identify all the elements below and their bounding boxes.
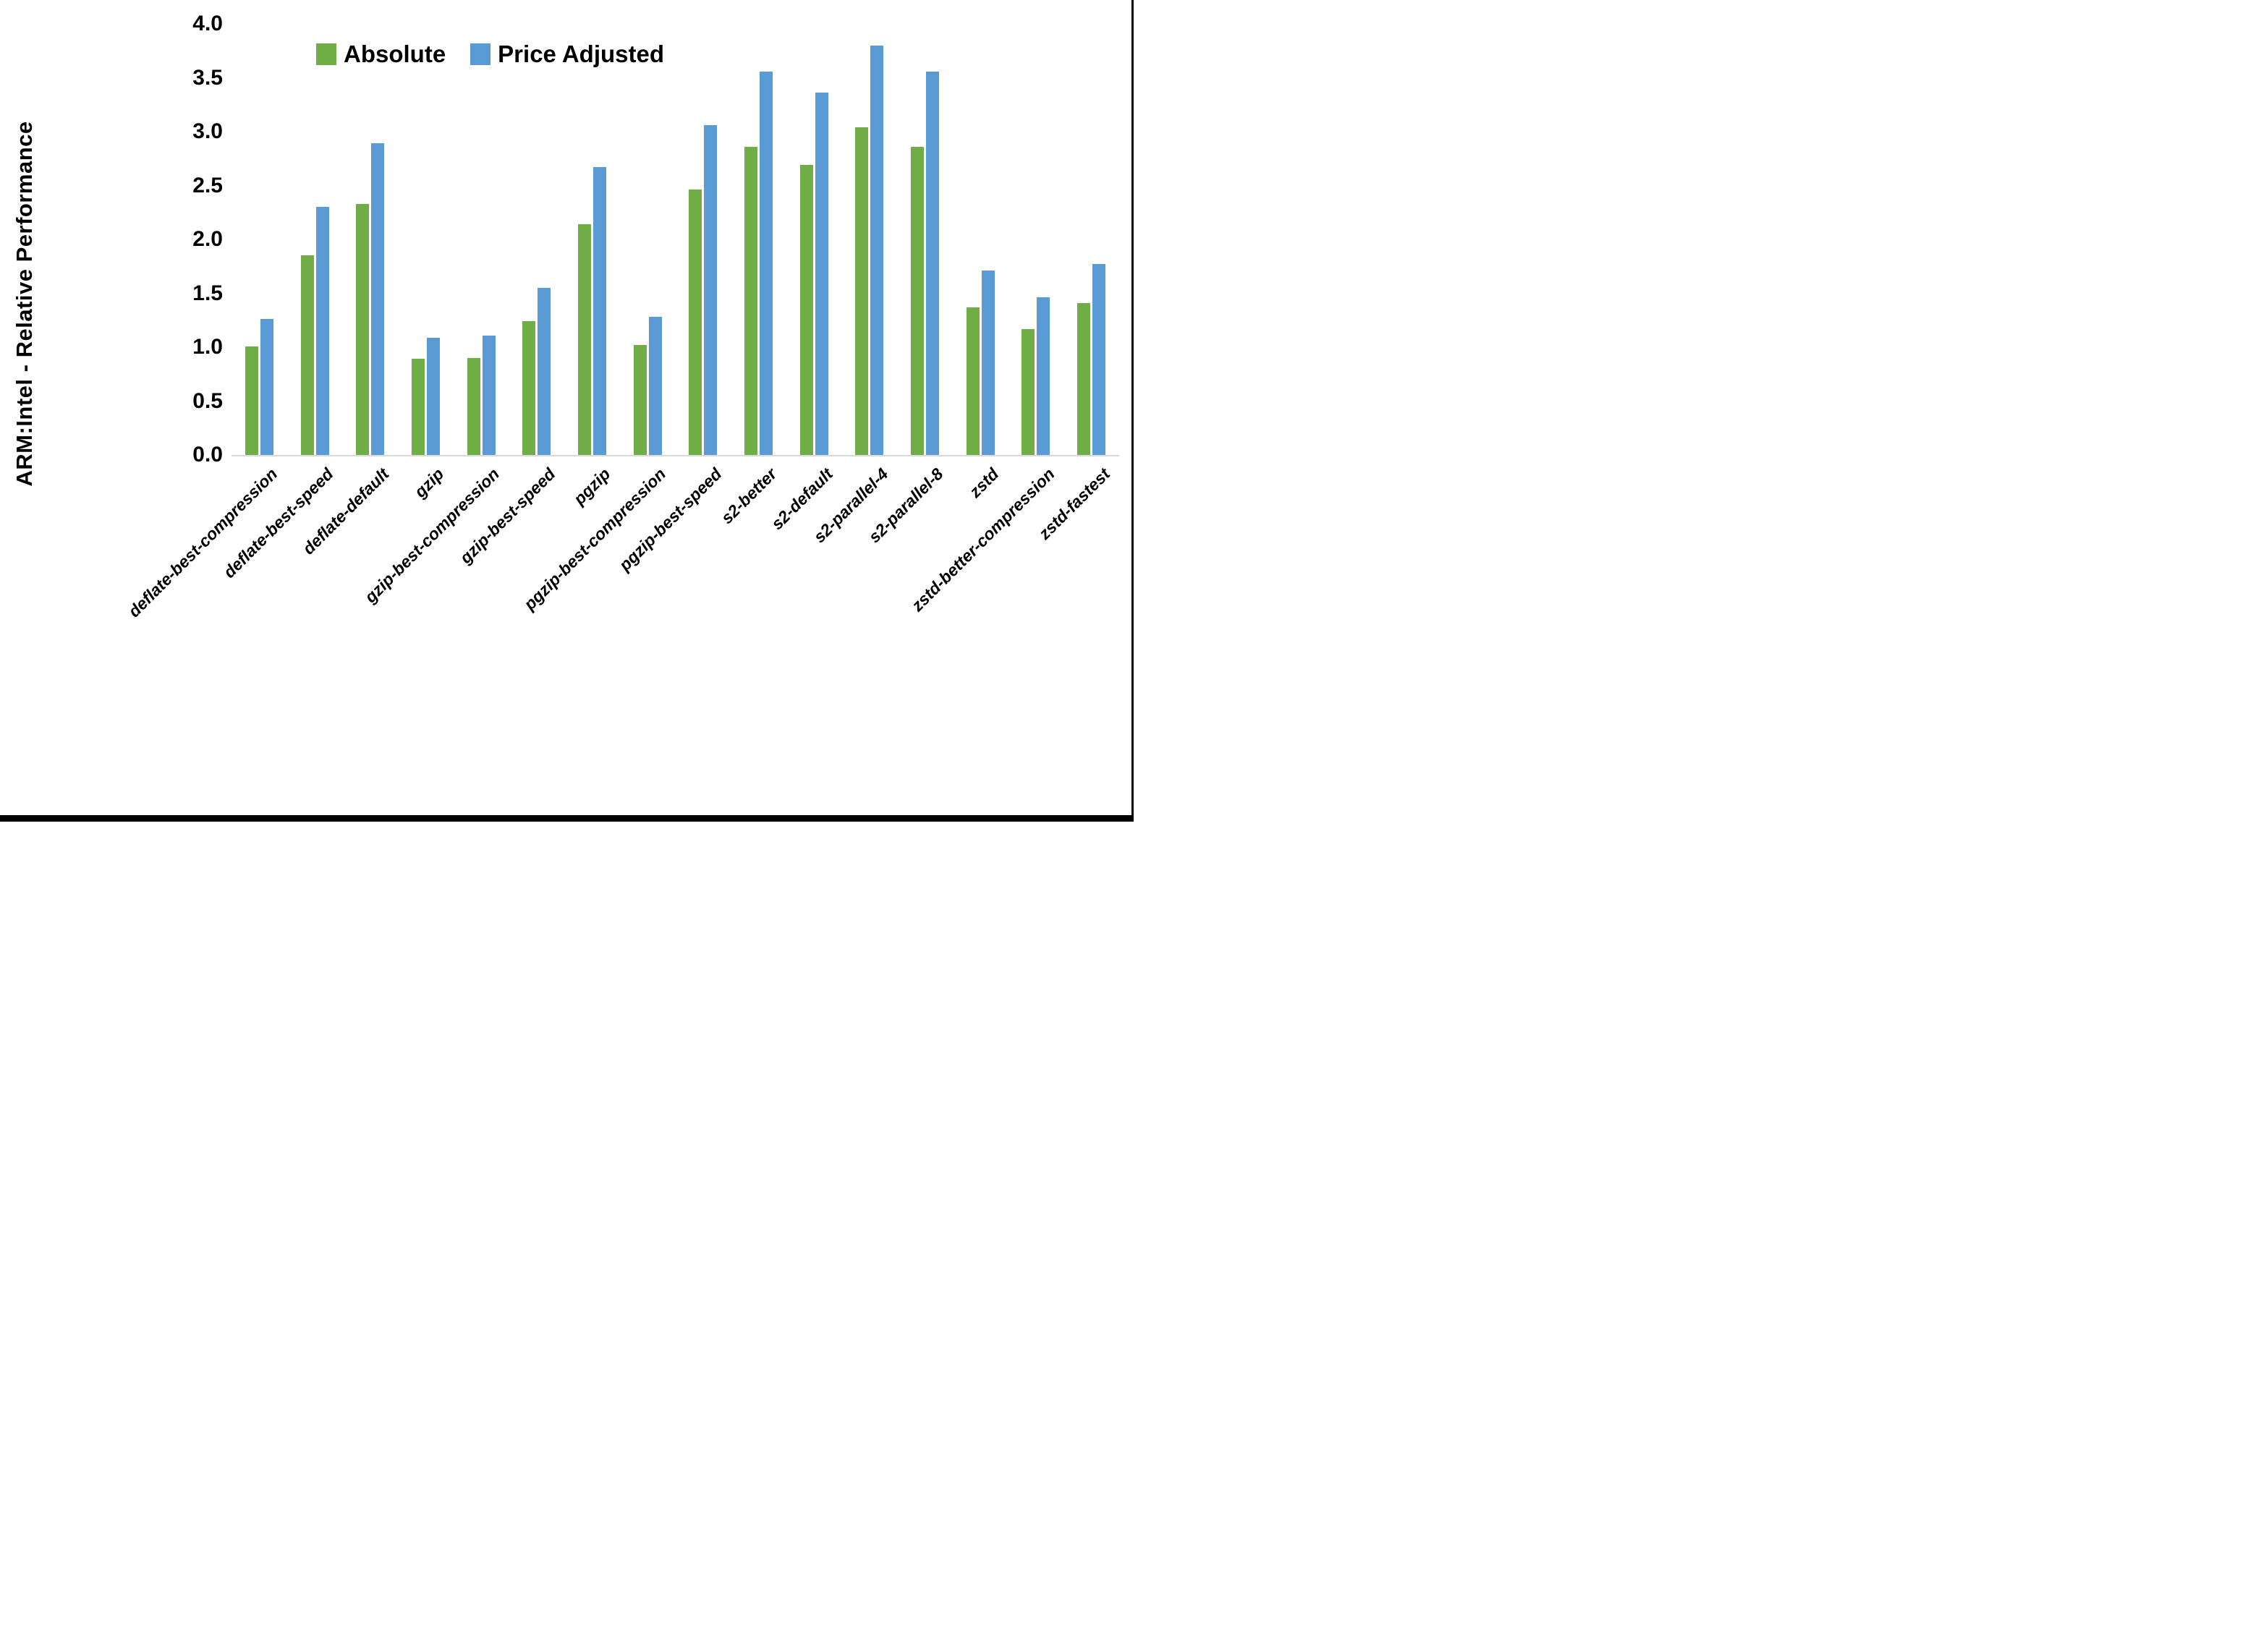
bar-absolute-deflate-default <box>356 203 370 455</box>
bar-price-adjusted-gzip-best-speed <box>538 288 551 455</box>
bar-price-adjusted-s2-parallel-8 <box>926 71 940 455</box>
bar-price-adjusted-deflate-best-speed <box>315 207 329 455</box>
chart-screenshot: ARM:Intel - Relative Performance 4.0 3.5 3… <box>0 0 1134 822</box>
legend-swatch-absolute <box>316 43 336 65</box>
y-tick-label-2.5: 2.5 <box>192 173 223 197</box>
legend-item-absolute: Absolute <box>316 41 446 68</box>
bar-price-adjusted-gzip <box>426 337 440 455</box>
plot-area <box>232 24 1119 456</box>
bar-price-adjusted-s2-better <box>760 71 773 455</box>
bar-absolute-s2-parallel-4 <box>855 127 869 455</box>
bar-price-adjusted-deflate-best-compression <box>260 319 273 455</box>
bar-absolute-s2-parallel-8 <box>911 146 925 455</box>
bar-price-adjusted-gzip-best-compression <box>482 335 496 455</box>
x-tick-label-zstd: zstd <box>965 464 1003 501</box>
y-tick-label-2.0: 2.0 <box>192 227 223 251</box>
bar-price-adjusted-pgzip-best-speed <box>704 125 718 455</box>
bar-absolute-gzip-best-speed <box>522 321 536 455</box>
y-tick-label-3.5: 3.5 <box>192 65 223 90</box>
y-tick-label-3.0: 3.0 <box>192 119 223 143</box>
bar-absolute-zstd <box>966 307 980 455</box>
bar-price-adjusted-pgzip <box>593 167 606 455</box>
x-tick-label-pgzip-best-speed: pgzip-best-speed <box>615 464 726 575</box>
bar-absolute-zstd-fastest <box>1077 302 1091 455</box>
bar-absolute-gzip-best-compression <box>467 357 480 455</box>
legend-swatch-price-adjusted <box>470 43 491 65</box>
bar-price-adjusted-pgzip-best-compression <box>648 317 662 455</box>
bar-absolute-deflate-best-speed <box>300 255 314 455</box>
bar-price-adjusted-zstd-fastest <box>1092 264 1106 455</box>
y-tick-label-0.5: 0.5 <box>192 388 223 413</box>
legend: Absolute Price Adjusted <box>316 41 664 68</box>
legend-label-absolute: Absolute <box>344 41 446 67</box>
bar-price-adjusted-zstd-better-compression <box>1037 297 1050 455</box>
legend-label-price-adjusted: Price Adjusted <box>498 41 665 67</box>
screenshot-right-border <box>1131 0 1134 822</box>
x-tick-label-gzip: gzip <box>410 464 448 501</box>
bar-absolute-s2-default <box>799 165 813 455</box>
legend-item-price-adjusted: Price Adjusted <box>470 41 664 68</box>
bar-price-adjusted-s2-parallel-4 <box>870 45 884 455</box>
y-tick-label-0.0: 0.0 <box>192 443 223 467</box>
y-tick-label-1.0: 1.0 <box>192 335 223 359</box>
bar-absolute-gzip <box>411 359 425 455</box>
bar-absolute-deflate-best-compression <box>245 346 258 455</box>
bar-absolute-s2-better <box>744 146 758 455</box>
bar-absolute-pgzip <box>577 224 591 455</box>
bar-absolute-zstd-better-compression <box>1022 328 1035 455</box>
y-tick-label-1.5: 1.5 <box>192 281 223 305</box>
bar-absolute-pgzip-best-speed <box>689 189 702 455</box>
bar-price-adjusted-s2-default <box>815 93 828 455</box>
x-tick-label-gzip-best-speed: gzip-best-speed <box>455 464 559 568</box>
bar-price-adjusted-zstd <box>981 271 995 455</box>
screenshot-bottom-border <box>0 815 1134 822</box>
bar-price-adjusted-deflate-default <box>371 143 385 455</box>
y-tick-label-4.0: 4.0 <box>192 12 223 35</box>
x-tick-label-pgzip: pgzip <box>570 464 614 508</box>
bar-absolute-pgzip-best-compression <box>633 345 647 455</box>
